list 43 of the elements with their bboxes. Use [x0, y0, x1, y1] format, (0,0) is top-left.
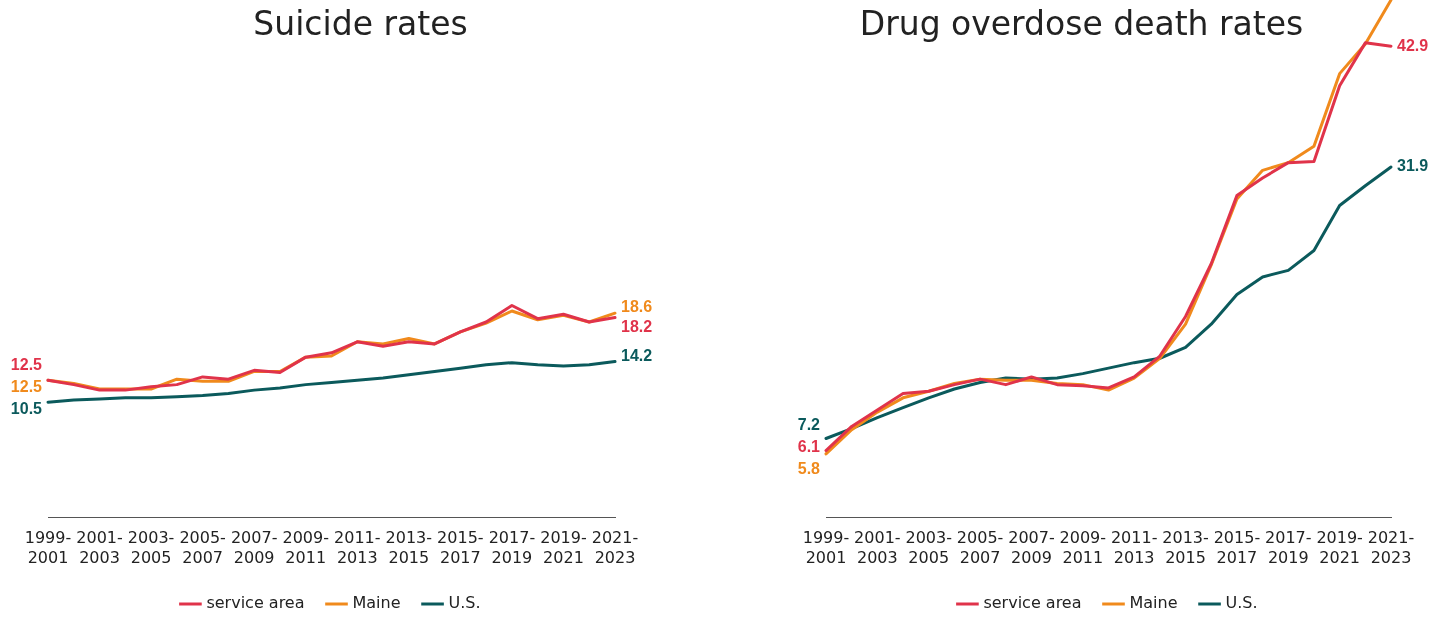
- x-tick-label: 2007-2009: [1008, 528, 1055, 567]
- data-label: 12.5: [10, 377, 43, 395]
- x-tick-label: 2015-2017: [1213, 528, 1261, 567]
- legend-label: service area: [206, 593, 305, 613]
- chart-title: Suicide rates: [252, 4, 469, 43]
- data-label: 6.1: [797, 438, 821, 456]
- data-label: 7.2: [797, 416, 821, 434]
- x-tick-label: 1999-2001: [802, 528, 850, 567]
- x-tick-label: 2001-2003: [76, 528, 123, 567]
- data-label: 18.6: [621, 298, 653, 316]
- x-tick-label: 2011-2013: [334, 528, 381, 567]
- data-label: 5.8: [797, 460, 821, 478]
- legend-label: Maine: [352, 593, 401, 613]
- x-tick-label: 2017-2019: [488, 528, 536, 567]
- x-tick-label: 2017-2019: [1265, 528, 1312, 567]
- x-tick-label: 2009-2011: [1059, 528, 1107, 567]
- x-tick-label: 2003-2005: [127, 528, 175, 567]
- x-tick-label: 2001-2003: [854, 528, 901, 567]
- legend-label: U.S.: [448, 593, 481, 613]
- x-tick-label: 2019-2021: [1316, 528, 1363, 567]
- x-tick-label: 2015-2017: [437, 528, 484, 567]
- x-tick-label: 2003-2005: [905, 528, 952, 567]
- x-tick-label: 2013-2015: [1162, 528, 1209, 567]
- legend-label: U.S.: [1225, 593, 1258, 613]
- x-tick-label: 2013-2015: [385, 528, 433, 567]
- x-tick-label: 2009-2011: [282, 528, 329, 567]
- data-label: 42.9: [1397, 36, 1429, 54]
- x-tick-label: 2005-2007: [956, 528, 1004, 567]
- x-tick-label: 2021-2023: [591, 528, 639, 567]
- legend-label: Maine: [1129, 593, 1178, 613]
- x-tick-label: 2005-2007: [179, 528, 226, 567]
- x-tick-label: 1999-2001: [24, 528, 72, 567]
- data-label: 12.5: [10, 355, 43, 373]
- data-label: 10.5: [10, 399, 43, 417]
- x-tick-label: 2011-2013: [1110, 528, 1158, 567]
- x-tick-label: 2019-2021: [540, 528, 587, 567]
- x-tick-label: 2021-2023: [1367, 528, 1415, 567]
- legend-label: service area: [983, 593, 1082, 613]
- data-label: 14.2: [621, 346, 653, 364]
- data-label: 18.2: [621, 318, 653, 336]
- data-label: 31.9: [1397, 157, 1429, 175]
- x-tick-label: 2007-2009: [230, 528, 278, 567]
- chart-title: Drug overdose death rates: [859, 4, 1304, 43]
